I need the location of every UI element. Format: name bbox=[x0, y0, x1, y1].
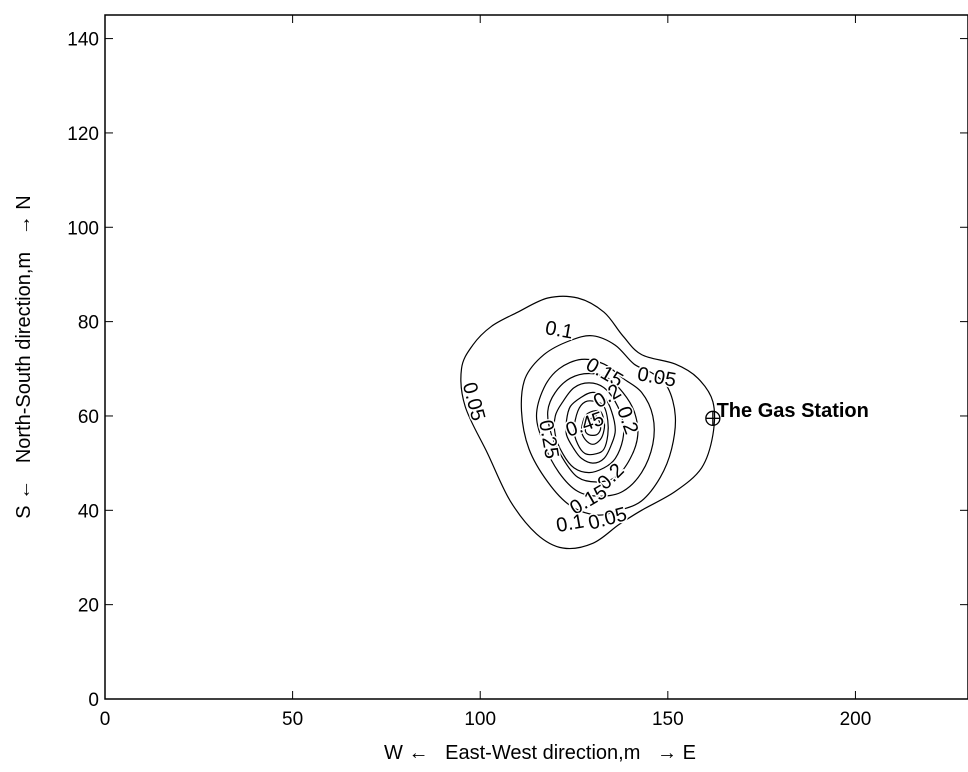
y-axis-ticks: 0 20 40 60 80 100 120 140 bbox=[67, 30, 968, 711]
gas-station-label: The Gas Station bbox=[717, 400, 869, 422]
contour-line bbox=[535, 358, 655, 497]
contour-line bbox=[573, 400, 609, 456]
contour-line bbox=[547, 372, 639, 483]
y-tick-label: 0 bbox=[88, 690, 99, 711]
gas-station-marker bbox=[705, 410, 721, 426]
x-tick-label: 50 bbox=[282, 709, 303, 730]
y-tick-label: 80 bbox=[78, 313, 99, 334]
gas-station-marker-group bbox=[705, 410, 721, 426]
y-tick-label: 40 bbox=[78, 501, 99, 522]
x-tick-label: 150 bbox=[652, 709, 684, 730]
x-axis-ticks: 0 50 100 150 200 bbox=[100, 15, 872, 730]
y-tick-label: 20 bbox=[78, 596, 99, 617]
plot-area-frame bbox=[104, 14, 968, 700]
y-tick-label: 60 bbox=[78, 407, 99, 428]
y-tick-label: 120 bbox=[67, 124, 99, 145]
contour-line bbox=[584, 415, 602, 436]
x-tick-label: 100 bbox=[464, 709, 496, 730]
contour-value-label: 0.1 bbox=[555, 511, 586, 537]
contour-line bbox=[580, 409, 606, 445]
y-tick-label: 100 bbox=[67, 218, 99, 239]
x-tick-label: 200 bbox=[840, 709, 872, 730]
y-axis-label: S ← North-South direction,m → N bbox=[13, 195, 35, 518]
y-tick-label: 140 bbox=[67, 30, 99, 51]
contour-line bbox=[553, 382, 625, 474]
x-tick-label: 0 bbox=[100, 709, 111, 730]
x-axis-label: W ← East-West direction,m → E bbox=[384, 742, 696, 764]
contour-line bbox=[565, 391, 616, 464]
contour-line bbox=[520, 335, 677, 516]
